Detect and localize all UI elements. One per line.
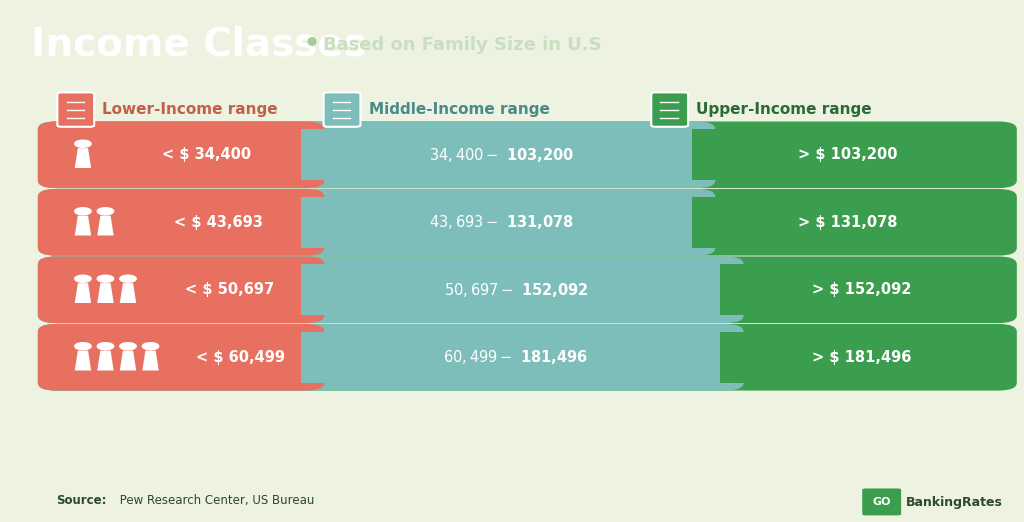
Text: •: • — [302, 30, 321, 59]
Text: > $ 181,496: > $ 181,496 — [812, 350, 911, 365]
FancyBboxPatch shape — [38, 122, 716, 188]
Polygon shape — [75, 351, 91, 371]
Polygon shape — [97, 216, 114, 235]
Bar — [720, 332, 757, 383]
FancyBboxPatch shape — [38, 256, 1017, 323]
FancyBboxPatch shape — [862, 489, 901, 515]
Polygon shape — [75, 283, 91, 303]
FancyBboxPatch shape — [38, 189, 716, 256]
Circle shape — [75, 343, 91, 350]
Polygon shape — [97, 351, 114, 371]
Bar — [660, 129, 702, 180]
Text: > $ 131,078: > $ 131,078 — [798, 215, 897, 230]
Bar — [692, 129, 729, 180]
Bar — [688, 265, 730, 315]
Bar — [720, 265, 757, 315]
FancyBboxPatch shape — [38, 189, 325, 256]
Circle shape — [97, 208, 114, 215]
Bar — [301, 197, 338, 247]
Text: $34,400 - $ 103,200: $34,400 - $ 103,200 — [429, 146, 574, 164]
Polygon shape — [75, 148, 91, 168]
Polygon shape — [120, 351, 136, 371]
Bar — [301, 129, 338, 180]
FancyBboxPatch shape — [651, 92, 688, 127]
Bar — [688, 332, 730, 383]
Text: Middle-Income range: Middle-Income range — [369, 102, 550, 117]
FancyBboxPatch shape — [57, 92, 94, 127]
Circle shape — [120, 343, 136, 350]
Text: > $ 152,092: > $ 152,092 — [812, 282, 911, 297]
Bar — [269, 332, 311, 383]
Bar — [269, 265, 311, 315]
Text: Pew Research Center, US Bureau: Pew Research Center, US Bureau — [116, 494, 314, 507]
Polygon shape — [75, 216, 91, 235]
Text: < $ 60,499: < $ 60,499 — [196, 350, 285, 365]
Circle shape — [75, 208, 91, 215]
Text: Based on Family Size in U.S: Based on Family Size in U.S — [323, 35, 601, 53]
Text: < $ 50,697: < $ 50,697 — [184, 282, 273, 297]
FancyBboxPatch shape — [38, 324, 1017, 390]
Text: $ 60,499 - $ 181,496: $ 60,499 - $ 181,496 — [443, 348, 588, 366]
Bar — [301, 332, 338, 383]
Circle shape — [142, 343, 159, 350]
FancyBboxPatch shape — [38, 122, 1017, 188]
Text: Upper-Income range: Upper-Income range — [696, 102, 872, 117]
Circle shape — [97, 275, 114, 282]
Text: < $ 43,693: < $ 43,693 — [174, 215, 262, 230]
FancyBboxPatch shape — [324, 92, 360, 127]
FancyBboxPatch shape — [38, 122, 325, 188]
Circle shape — [75, 275, 91, 282]
Bar — [660, 197, 702, 247]
Text: GO: GO — [872, 497, 891, 507]
Polygon shape — [120, 283, 136, 303]
FancyBboxPatch shape — [38, 256, 743, 323]
Circle shape — [120, 275, 136, 282]
Bar — [269, 129, 311, 180]
Bar — [301, 265, 338, 315]
FancyBboxPatch shape — [38, 189, 1017, 256]
Bar — [692, 197, 729, 247]
Polygon shape — [142, 351, 159, 371]
Text: < $ 34,400: < $ 34,400 — [162, 147, 251, 162]
Text: > $ 103,200: > $ 103,200 — [798, 147, 897, 162]
Circle shape — [75, 140, 91, 147]
Text: $ 50,697 - $ 152,092: $ 50,697 - $ 152,092 — [443, 281, 588, 299]
FancyBboxPatch shape — [38, 324, 743, 390]
FancyBboxPatch shape — [38, 256, 325, 323]
Text: Source:: Source: — [56, 494, 106, 507]
Text: BankingRates: BankingRates — [906, 496, 1004, 508]
Polygon shape — [97, 283, 114, 303]
Circle shape — [97, 343, 114, 350]
Text: Lower-Income range: Lower-Income range — [102, 102, 279, 117]
Bar — [269, 197, 311, 247]
Text: Income Classes: Income Classes — [31, 26, 367, 64]
FancyBboxPatch shape — [38, 324, 325, 390]
Text: $43,693 - $ 131,078: $43,693 - $ 131,078 — [429, 213, 573, 231]
